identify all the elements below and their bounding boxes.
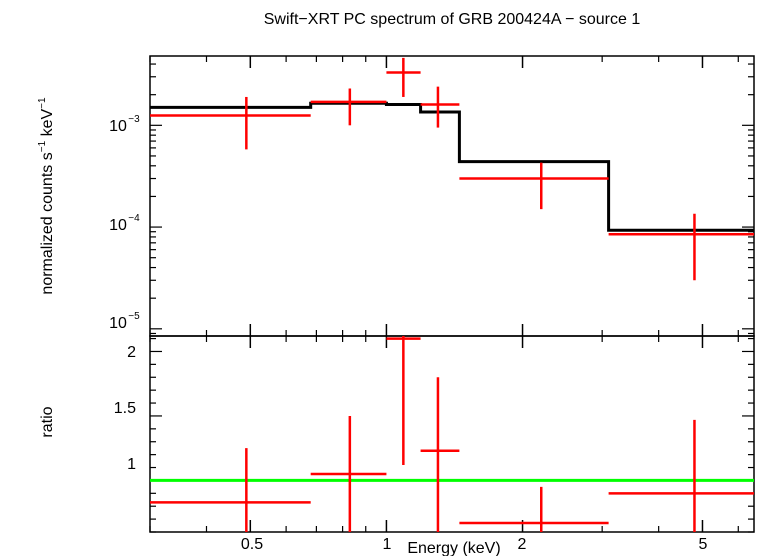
top-y-tick-label-1e-5: 10 −5	[109, 311, 140, 332]
bottom-data-layer	[150, 336, 754, 532]
top-panel-frame	[149, 55, 755, 337]
top-axis-ticks	[149, 56, 754, 336]
ratio-point-0	[150, 448, 311, 532]
bottom-y-tick-label-1: 1	[127, 456, 136, 473]
tick-mantissa: 10	[109, 217, 127, 234]
data-point-4	[459, 162, 609, 210]
data-point-5	[608, 213, 754, 281]
y-axis-label-top: normalized counts s−1 keV−1	[37, 97, 56, 295]
x-tick-label-2: 2	[518, 536, 527, 553]
bottom-y-tick-label-2: 2	[127, 344, 136, 361]
top-y-tick-label-1e-4: 10 −4	[109, 213, 140, 234]
top-model-layer	[150, 101, 754, 232]
ratio-point-4	[459, 486, 609, 532]
y-label-sup1: −1	[37, 140, 48, 152]
ratio-point-3	[420, 377, 460, 532]
top-y-tick-label-1e-3: 10 −3	[109, 114, 140, 135]
x-tick-label-1: 1	[383, 536, 392, 553]
ratio-point-1	[310, 415, 387, 532]
tick-exponent: −3	[128, 114, 140, 125]
y-label-sup2: −1	[37, 97, 48, 109]
top-data-layer	[150, 57, 754, 281]
bottom-panel-frame	[149, 335, 755, 533]
data-point-0	[150, 96, 311, 150]
data-point-2	[386, 57, 421, 97]
tick-mantissa: 10	[109, 315, 127, 332]
tick-exponent: −4	[128, 213, 140, 224]
ratio-point-5	[608, 419, 754, 532]
model-step-line	[150, 101, 754, 232]
tick-exponent: −5	[128, 311, 140, 322]
data-point-3	[420, 86, 460, 128]
tick-mantissa: 10	[109, 118, 127, 135]
x-tick-label-5: 5	[699, 536, 708, 553]
ratio-point-2	[386, 336, 421, 465]
chart-title: Swift−XRT PC spectrum of GRB 200424A − s…	[264, 11, 641, 28]
x-axis-label: Energy (keV)	[407, 540, 500, 556]
y-label-mid: keV	[39, 109, 56, 141]
x-tick-label-0.5: 0.5	[241, 536, 263, 553]
bottom-axis-ticks	[149, 336, 754, 533]
data-point-1	[310, 88, 387, 126]
y-axis-label-bottom: ratio	[39, 406, 56, 437]
bottom-y-tick-label-1.5: 1.5	[114, 400, 136, 417]
y-label-main: normalized counts s	[39, 152, 56, 294]
